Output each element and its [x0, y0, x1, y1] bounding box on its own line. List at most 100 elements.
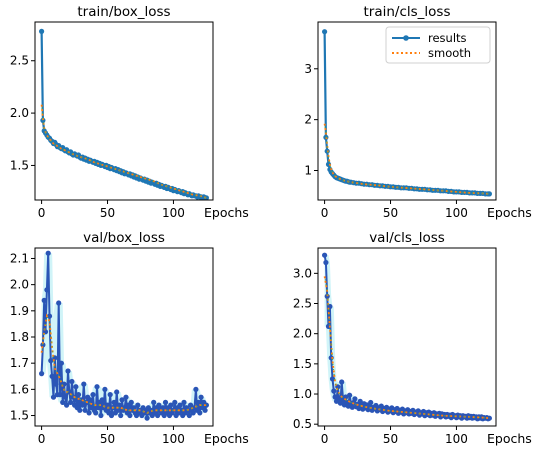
results-point	[114, 389, 120, 395]
results-point	[193, 386, 199, 392]
y-tick-label: 1.5	[10, 158, 29, 172]
results-point	[95, 405, 101, 411]
results-point	[170, 407, 176, 413]
results-point	[357, 398, 363, 404]
results-point	[123, 394, 129, 400]
results-point	[127, 412, 133, 419]
results-point	[135, 402, 141, 408]
results-point	[128, 399, 134, 405]
x-tick-label: 50	[100, 206, 115, 220]
y-tick-label: 1	[304, 164, 312, 178]
results-point	[368, 399, 374, 406]
results-point	[329, 376, 336, 382]
results-point	[202, 407, 208, 413]
x-tick-label: 50	[383, 206, 398, 220]
results-point	[178, 407, 184, 413]
x-axis-label: Epochs	[204, 205, 249, 220]
y-tick-label: 1.0	[293, 387, 312, 401]
chart-panel-4: val/cls_loss 0 50 100 Epochs 0.5 1.0 1.5 2.0 2.5 3…	[293, 230, 532, 446]
legend-results-marker	[403, 35, 409, 41]
x-tick-label: 0	[321, 432, 329, 446]
x-tick-label: 100	[162, 432, 185, 446]
results-point	[39, 371, 45, 377]
results-point	[156, 402, 162, 408]
results-point	[343, 394, 349, 400]
results-point	[111, 399, 117, 405]
results-point	[77, 407, 83, 413]
results-point	[322, 252, 328, 258]
results-point	[177, 402, 183, 408]
results-point	[195, 399, 202, 405]
results-point	[349, 404, 355, 410]
results-point	[57, 392, 63, 398]
results-point	[197, 410, 203, 416]
results-point	[116, 402, 122, 408]
plot-frame	[317, 21, 497, 201]
results-point	[190, 410, 196, 416]
results-point	[332, 394, 338, 400]
y-tick-label: 1.7	[10, 356, 29, 370]
results-point	[99, 397, 105, 403]
results-point	[198, 394, 204, 400]
results-point	[108, 412, 115, 419]
y-tick-label: 1.5	[293, 357, 312, 371]
y-tick-label: 1.9	[10, 304, 29, 318]
smooth-line-accent	[41, 314, 207, 414]
y-tick-label: 3.0	[293, 266, 312, 280]
results-point	[115, 407, 121, 413]
y-tick-label: 2.0	[10, 106, 29, 120]
results-point	[160, 405, 166, 411]
results-point	[94, 384, 100, 390]
plot-area	[322, 29, 492, 197]
results-point	[73, 384, 79, 390]
x-tick-label: 0	[38, 206, 46, 220]
results-point	[203, 195, 209, 200]
y-tick-label: 2.0	[10, 278, 29, 292]
results-point	[98, 412, 104, 419]
results-point	[48, 358, 54, 364]
x-tick-label: 100	[445, 206, 468, 220]
results-point	[131, 405, 137, 411]
results-point	[56, 300, 62, 306]
y-tick-label: 2.5	[10, 54, 29, 68]
results-point	[186, 412, 192, 419]
results-point	[352, 396, 358, 402]
legend-results-label: results	[428, 31, 467, 45]
results-point	[168, 402, 174, 408]
results-point	[50, 394, 57, 400]
y-tick-label: 1.5	[10, 409, 29, 423]
results-point	[188, 402, 194, 408]
plot-area	[39, 28, 209, 200]
results-point	[336, 396, 342, 402]
results-point	[87, 397, 93, 403]
y-tick-label: 2	[304, 113, 312, 127]
results-point	[69, 378, 75, 385]
results-point	[162, 399, 169, 405]
x-axis-label: Epochs	[487, 431, 532, 446]
results-point	[49, 373, 55, 379]
results-point	[41, 297, 47, 303]
y-tick-label: 0.5	[293, 417, 312, 431]
results-point	[86, 410, 92, 416]
results-point	[40, 117, 46, 123]
results-point	[82, 407, 88, 413]
smooth-line	[323, 276, 490, 420]
y-tick-label: 1.8	[10, 330, 29, 344]
results-point	[151, 399, 157, 405]
chart-panel-1: train/box_loss 0 50 100 Epochs 1.5 2.0 2.5	[10, 4, 249, 220]
results-point	[323, 259, 329, 266]
results-point	[144, 415, 150, 421]
results-point	[68, 399, 74, 405]
results-point	[65, 368, 71, 374]
results-point	[107, 392, 113, 398]
results-point	[118, 412, 124, 419]
results-point	[339, 379, 345, 385]
results-point	[45, 250, 51, 256]
results-point	[347, 392, 353, 398]
results-point	[44, 287, 50, 293]
results-point	[90, 392, 96, 398]
chart-title: train/box_loss	[77, 4, 170, 20]
results-point	[93, 410, 99, 416]
smooth-line	[40, 104, 207, 199]
